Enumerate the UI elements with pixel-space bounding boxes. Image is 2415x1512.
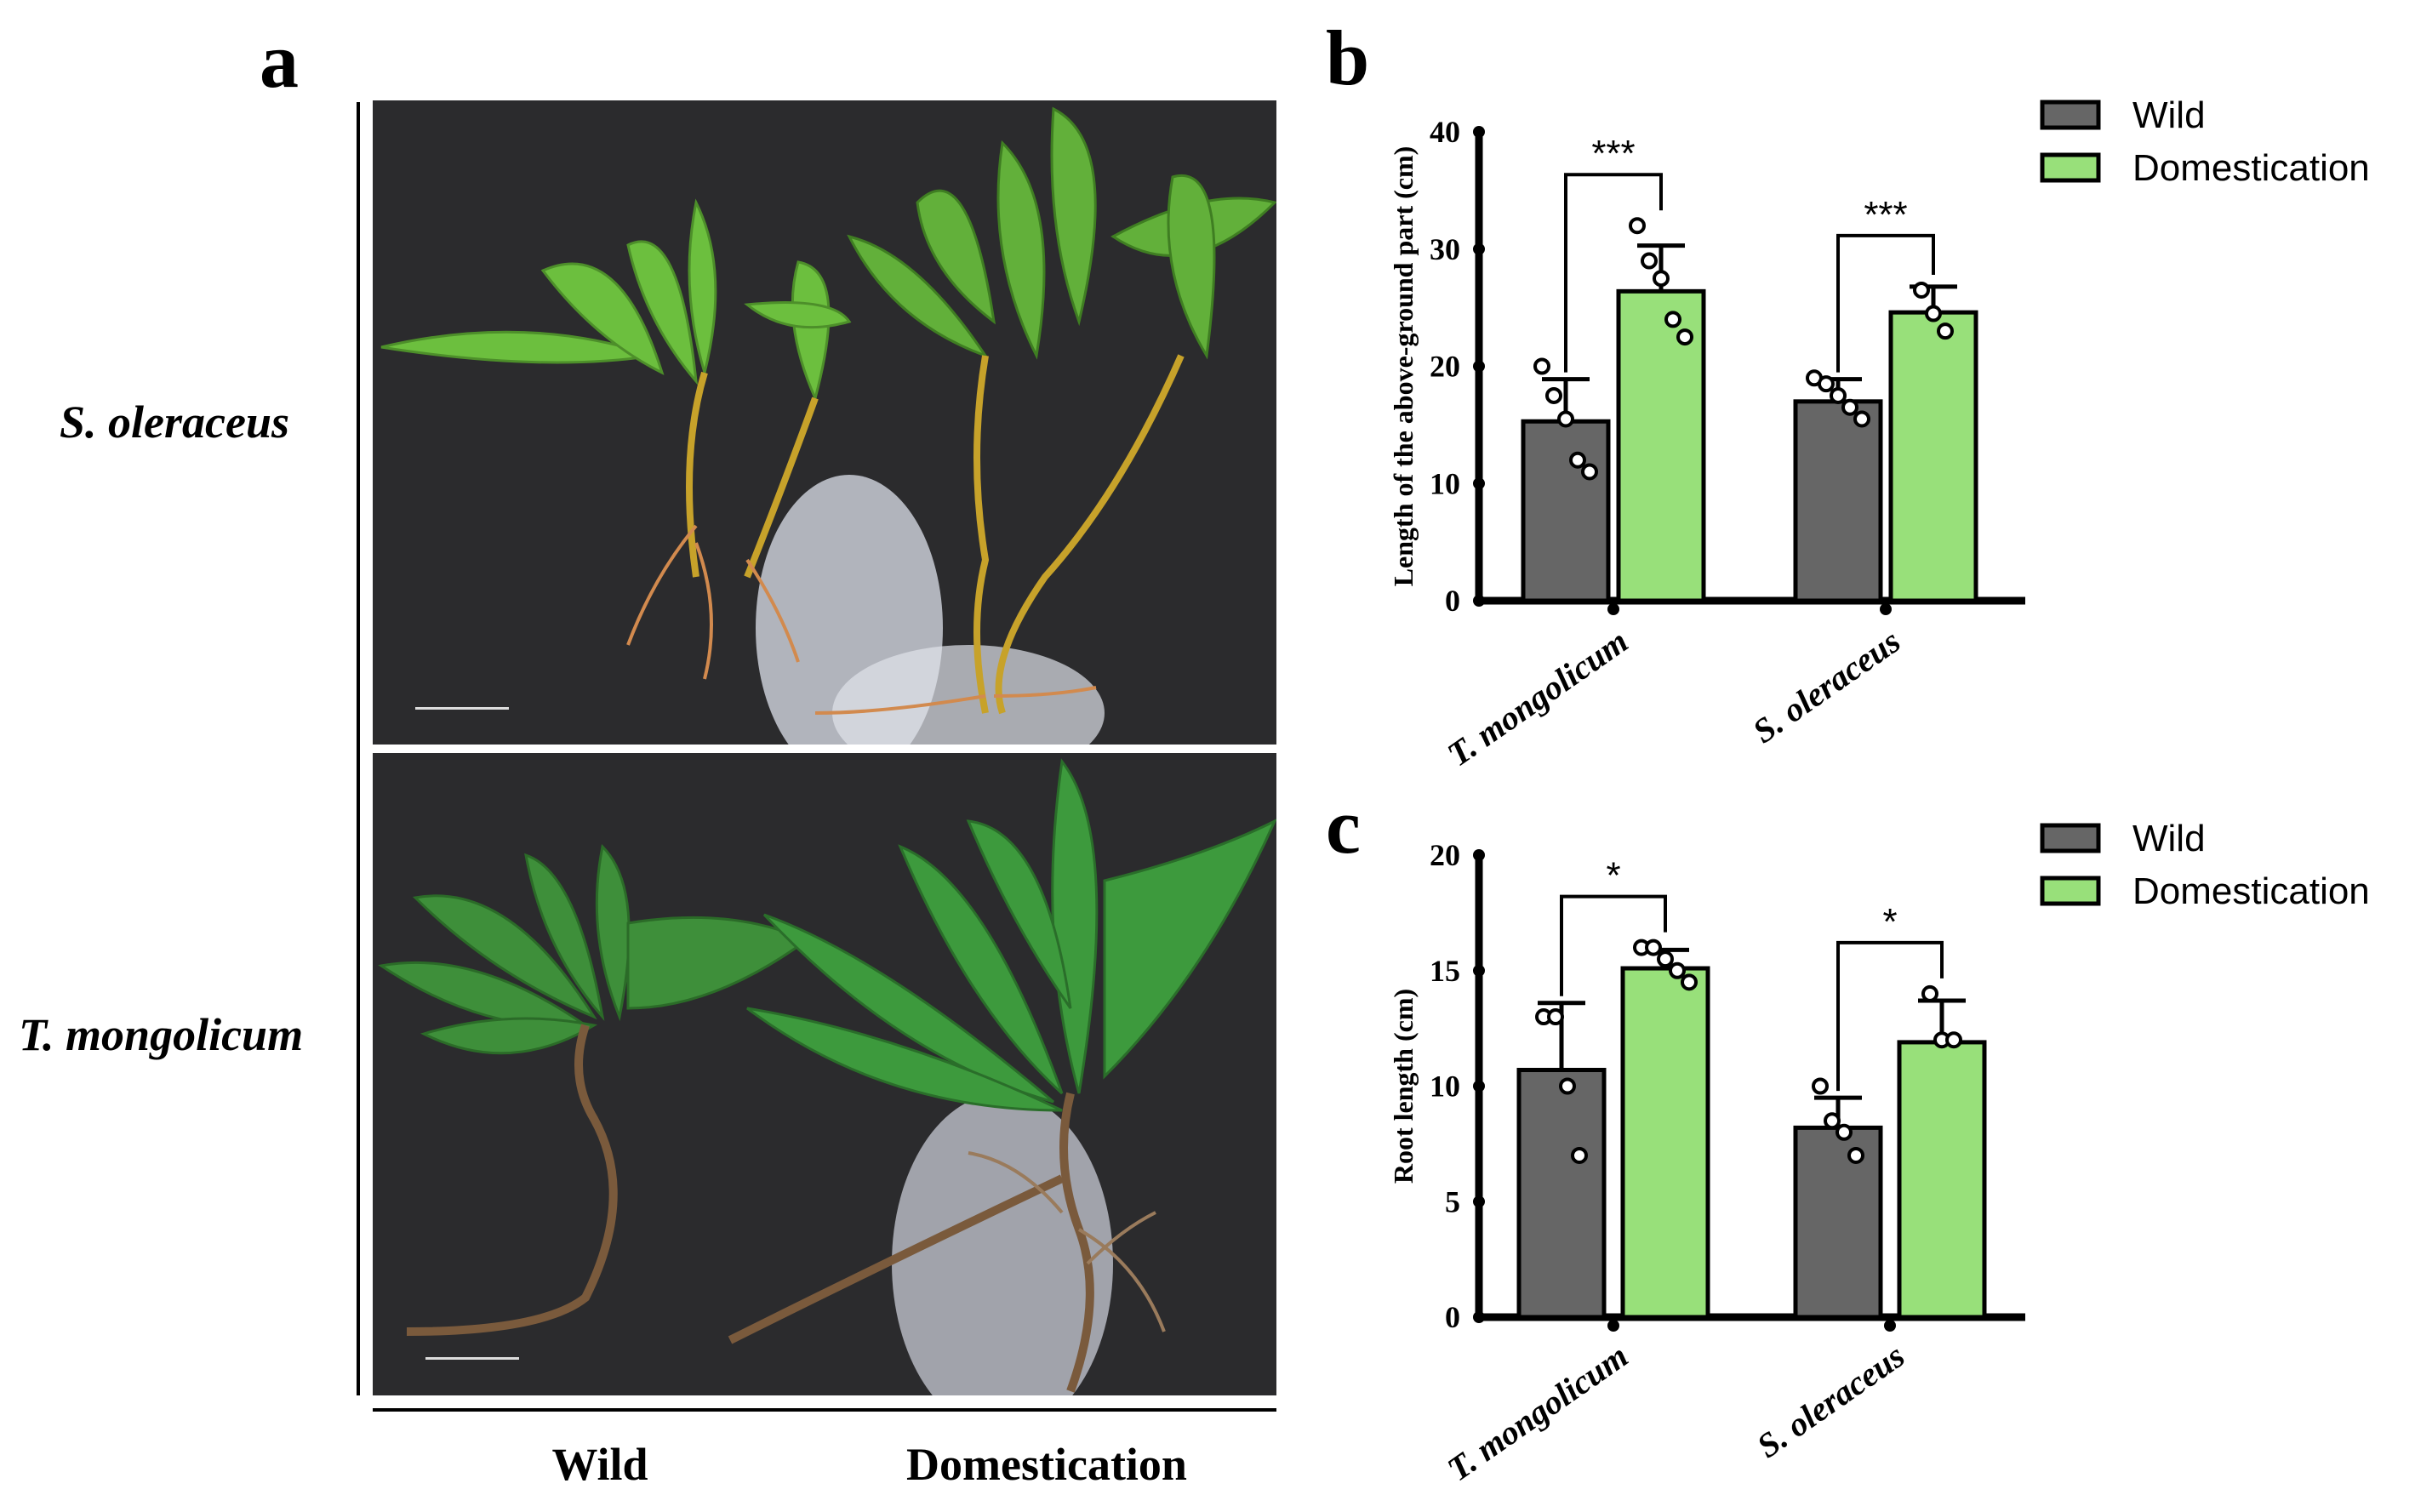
data-point [1945,1031,1962,1049]
legend-swatch-domestication [2040,876,2101,906]
data-point [1641,252,1658,270]
data-point [1657,950,1674,968]
significance-label: *** [1591,133,1635,174]
bar-wild-1 [1793,1125,1883,1320]
data-point [1818,375,1835,393]
x-tick-label: S. oleraceus [1746,622,1908,751]
panel-b-letter: b [1326,14,1370,101]
bar-domestication-0 [1620,966,1710,1320]
data-point [1569,451,1586,469]
panel-a-bottom-bracket [373,1408,1276,1412]
data-point [1830,386,1847,404]
bar-wild-0 [1516,1067,1607,1320]
significance-bracket [1560,894,1667,996]
bar-wild-0 [1521,419,1611,603]
data-point [1559,1077,1576,1095]
data-point [1836,1123,1853,1141]
legend-swatch-wild [2040,100,2101,130]
photo-t-mongolicum [373,753,1276,1395]
data-point [1653,270,1670,288]
row-label-t-mongolicum: T. mongolicum [19,1009,304,1060]
y-axis-label: Root length (cm) [1388,989,1419,1184]
y-tick-mark [1473,126,1485,138]
column-label-wild: Wild [551,1439,648,1490]
data-point [1545,386,1562,404]
legend-label-wild: Wild [2132,818,2206,859]
chart-c: 0 5 10 15 20 Root length (cm) T. mongolicum * S.… [1388,818,2370,1488]
y-tick-mark [1473,1195,1485,1208]
y-tick-label: 0 [1445,584,1460,618]
row-label-s-oleraceus: S. oleraceus [60,397,289,448]
legend-label-domestication: Domestication [2132,147,2370,189]
panel-a-left-bracket [357,102,360,1395]
data-point [1921,984,1938,1002]
y-tick-label: 15 [1430,954,1460,988]
x-tick-label: T. mongolicum [1441,622,1636,774]
data-point [1669,961,1686,979]
y-tick-mark [1473,1080,1485,1093]
legend-swatch-domestication [2040,152,2101,183]
y-tick-mark [1473,1311,1485,1323]
data-point [1676,328,1693,346]
significance-label: * [1606,855,1620,897]
photo-s-oleraceus [373,100,1276,745]
y-tick-mark [1473,595,1485,607]
x-tick-label: T. mongolicum [1441,1337,1636,1489]
data-point [1853,410,1870,428]
y-axis-label: Length of the above-ground part (cm) [1388,146,1419,587]
data-point [1847,1146,1864,1164]
bar-domestication-1 [1897,1040,1987,1320]
bar-wild-1 [1793,399,1883,603]
y-tick-mark [1473,477,1485,490]
x-tick-mark [1607,603,1619,615]
data-point [1812,1077,1829,1095]
data-point [1841,398,1858,416]
bar-domestication-1 [1888,310,1978,603]
panel-a-letter: a [260,17,299,104]
y-tick-label: 40 [1430,115,1460,149]
significance-bracket [1836,940,1944,1092]
y-tick-mark [1473,964,1485,977]
data-point [1547,1008,1564,1026]
data-point [1581,463,1598,481]
data-point [1681,973,1698,991]
data-point [1557,410,1574,428]
legend-label-wild: Wild [2132,94,2206,136]
y-tick-label: 20 [1430,350,1460,384]
y-tick-mark [1473,849,1485,861]
legend-swatch-wild [2040,823,2101,853]
y-tick-label: 0 [1445,1300,1460,1334]
y-tick-label: 10 [1430,466,1460,500]
y-tick-mark [1473,242,1485,255]
data-point [1629,217,1646,235]
y-tick-label: 10 [1430,1070,1460,1104]
data-point [1937,322,1954,340]
legend-label-domestication: Domestication [2132,870,2370,912]
x-tick-mark [1884,1320,1896,1332]
x-tick-mark [1880,603,1892,615]
data-point [1913,281,1930,299]
data-point [1533,357,1550,375]
data-point [1925,305,1942,322]
significance-label: * [1882,901,1897,943]
x-tick-mark [1607,1320,1619,1332]
data-point [1824,1112,1841,1130]
data-point [1571,1146,1588,1164]
panel-c-letter: c [1326,783,1361,870]
y-tick-label: 30 [1430,232,1460,266]
data-point [1664,311,1681,328]
column-label-domestication: Domestication [906,1439,1187,1490]
y-tick-label: 5 [1445,1184,1460,1218]
data-point [1645,939,1662,956]
significance-label: *** [1864,194,1907,236]
x-tick-label: S. oleraceus [1750,1337,1912,1466]
chart-b: 0 10 20 30 40 Length of the above-ground part… [1388,94,2370,773]
y-tick-label: 20 [1430,838,1460,872]
y-tick-mark [1473,360,1485,373]
significance-bracket [1564,173,1663,373]
significance-bracket [1836,233,1935,373]
